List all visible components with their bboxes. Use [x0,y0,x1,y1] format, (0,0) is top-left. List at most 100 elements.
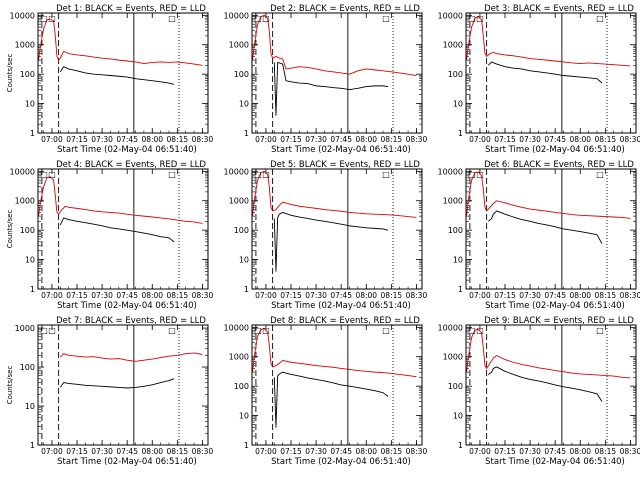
y-tick-label: 1 [458,285,463,294]
x-tick-label: 08:30 [406,291,428,300]
plot-frame [37,12,209,134]
corner-square-glyph: □ [168,14,176,23]
x-tick-label: 08:15 [167,291,189,300]
series-line-events [273,212,389,272]
x-tick-label: 07:00 [469,135,491,144]
y-tick-label: 1000 [443,41,463,50]
y-tick-label: 100 [20,363,35,372]
x-axis-label: Start Time (02-May-04 06:51:40) [57,301,197,311]
y-tick-label: 100 [234,70,249,79]
y-tick-label: 10000 [224,11,249,20]
series-group [252,328,417,428]
y-tick-label: 10 [25,402,35,411]
y-tick-label: 100 [234,382,249,391]
y-tick-label: 1000 [229,197,249,206]
x-tick-label: 08:30 [406,135,428,144]
x-tick-label: 07:30 [91,135,113,144]
x-tick-label: 08:15 [595,291,617,300]
x-tick-label: 07:15 [66,135,88,144]
corner-square-glyph: □ [596,14,604,23]
x-tick-label: 07:45 [116,447,138,456]
series-line-events [59,66,175,85]
corner-square-glyph: □ [48,14,56,23]
chart-title: Det 8: BLACK = Events, RED = LLD [270,316,420,326]
y-tick-label: 10000 [224,167,249,176]
series-line-lld [38,18,203,66]
chart-panel-det-9: Det 9: BLACK = Events, RED = LLD 1 10 100 10… [438,316,640,467]
corner-square-glyph: □ [48,170,56,179]
x-tick-label: 08:00 [141,291,163,300]
x-tick-label: 08:30 [192,135,214,144]
x-tick-label: 07:15 [494,447,516,456]
x-tick-label: 08:00 [569,135,591,144]
x-tick-label: 08:30 [620,135,640,144]
plot-frame [251,324,423,446]
y-tick-label: 1 [244,285,249,294]
x-tick-label: 07:30 [91,447,113,456]
series-line-lld [252,170,417,218]
y-tick-label: 1 [244,129,249,138]
y-tick-label: 100 [20,226,35,235]
x-tick-label: 08:15 [381,447,403,456]
corner-square-glyph: □ [468,170,476,179]
plot-frame [37,168,209,290]
series-line-lld [466,328,631,379]
x-tick-label: 08:15 [381,291,403,300]
y-axis-label: Counts/sec [6,366,14,405]
plot-frame [251,12,423,134]
x-tick-label: 07:45 [544,291,566,300]
y-tick-label: 10 [239,412,249,421]
corner-square-glyph: □ [40,326,48,335]
x-tick-label: 07:45 [330,447,352,456]
plot-frame [251,168,423,290]
corner-square-glyph: □ [254,326,262,335]
chart-panel-det-7: Det 7: BLACK = Events, RED = LLD 1 10 100 10… [6,316,213,467]
plot-frame [37,324,209,446]
chart-panel-det-3: Det 3: BLACK = Events, RED = LLD 1 10 100 10… [438,4,640,155]
series-line-events [59,217,175,243]
series-line-events [487,61,603,84]
corner-square-glyph: □ [468,326,476,335]
x-tick-label: 07:30 [305,291,327,300]
x-tick-label: 08:00 [141,447,163,456]
plot-frame [465,324,637,446]
corner-square-glyph: □ [476,14,484,23]
y-tick-label: 10 [239,100,249,109]
plot-frame [465,12,637,134]
corner-square-glyph: □ [168,326,176,335]
chart-panel-det-6: Det 6: BLACK = Events, RED = LLD 1 10 100 10… [438,160,640,311]
x-tick-label: 08:15 [381,135,403,144]
x-axis-label: Start Time (02-May-04 06:51:40) [57,457,197,467]
series-group [252,170,417,272]
series-group [38,18,203,85]
x-tick-label: 07:45 [330,291,352,300]
corner-square-glyph: □ [254,14,262,23]
series-line-lld [59,352,203,362]
x-tick-label: 08:00 [141,135,163,144]
x-axis-label: Start Time (02-May-04 06:51:40) [485,301,625,311]
x-tick-label: 07:30 [519,291,541,300]
y-tick-label: 10 [453,412,463,421]
x-tick-label: 07:00 [41,135,63,144]
y-tick-label: 1 [244,441,249,450]
series-line-lld [466,171,631,219]
y-tick-label: 10000 [224,323,249,332]
y-tick-label: 10 [25,100,35,109]
chart-title: Det 3: BLACK = Events, RED = LLD [484,4,634,14]
corner-square-glyph: □ [468,14,476,23]
series-line-lld [38,176,203,224]
chart-panel-det-1: Det 1: BLACK = Events, RED = LLD 1 10 100 10… [6,4,213,155]
series-line-events [488,366,603,402]
x-tick-label: 08:00 [355,135,377,144]
corner-square-glyph: □ [476,326,484,335]
y-tick-label: 1000 [229,41,249,50]
x-tick-label: 07:00 [255,291,277,300]
x-tick-label: 07:45 [116,135,138,144]
x-tick-label: 08:30 [192,291,214,300]
y-tick-label: 100 [448,226,463,235]
x-tick-label: 07:45 [330,135,352,144]
x-tick-label: 07:30 [519,447,541,456]
x-axis-label: Start Time (02-May-04 06:51:40) [485,457,625,467]
x-tick-label: 07:15 [280,135,302,144]
